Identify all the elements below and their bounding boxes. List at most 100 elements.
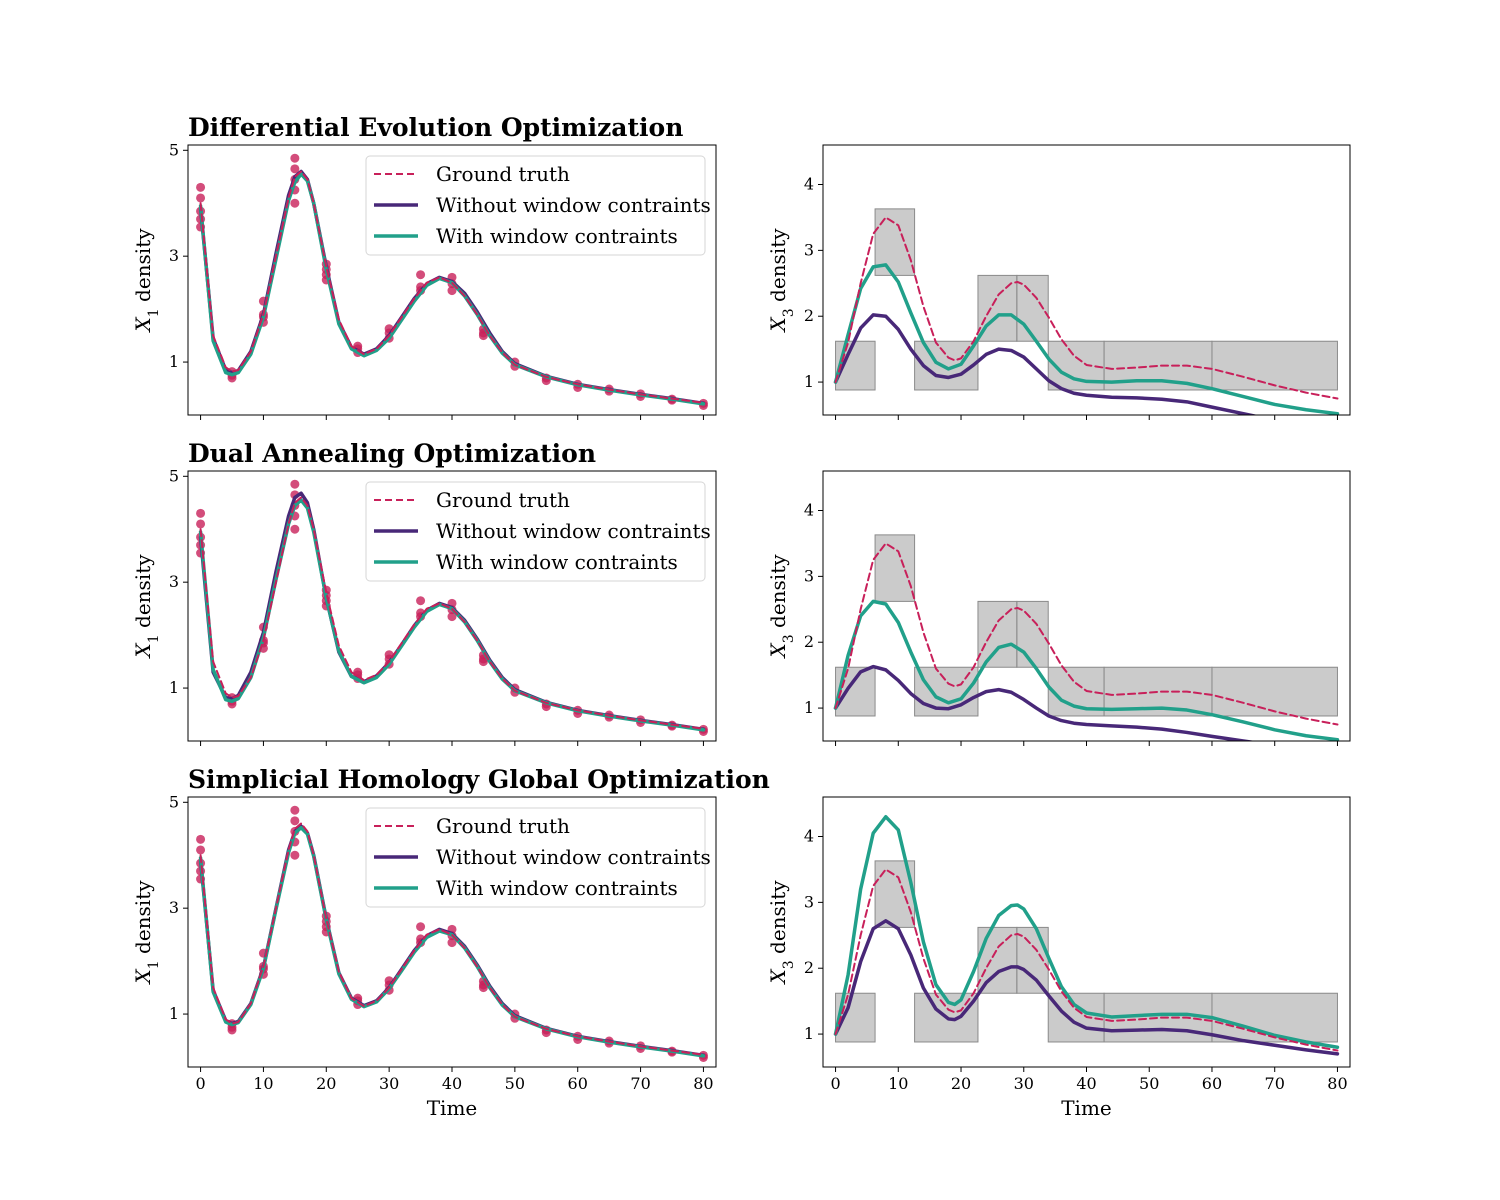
panel-5: 0 10 20 30 40 50 60 70 80 1 3 5 X1 density Time Simpli… <box>131 765 770 1120</box>
panel-title: Differential Evolution Optimization <box>188 113 683 142</box>
legend-entry: Without window contraints <box>436 193 711 217</box>
panel-title: Dual Annealing Optimization <box>188 439 596 468</box>
x-tick-label: 80 <box>693 1074 713 1093</box>
data-point <box>478 331 488 341</box>
data-point <box>290 850 300 860</box>
data-point <box>416 270 426 280</box>
y-axis-label: X3 density <box>766 880 797 986</box>
data-point <box>290 164 300 174</box>
x-tick-label: 40 <box>1076 1074 1096 1093</box>
x-tick-label: 10 <box>253 1074 273 1093</box>
series-line-without-window <box>833 313 1259 415</box>
panel-2: 1 2 3 4 X3 density <box>766 144 1351 420</box>
data-point <box>416 596 426 606</box>
data-point <box>290 524 300 534</box>
x-tick-label: 80 <box>1327 1074 1347 1093</box>
data-point <box>416 922 426 932</box>
window-constraint-rect <box>977 600 1018 668</box>
data-point <box>290 805 300 815</box>
y-tick-label: 4 <box>804 175 814 194</box>
plot-area <box>196 153 708 410</box>
data-point <box>196 182 206 192</box>
panel-3: 1 3 5 X1 density Dual Annealing Optimization… <box>131 439 717 746</box>
legend-box <box>365 481 706 582</box>
panel-title: Simplicial Homology Global Optimization <box>188 765 770 794</box>
x-axis-label: Time <box>1061 1096 1112 1120</box>
y-axis-label: X1 density <box>131 880 162 986</box>
legend-entry: Ground truth <box>436 162 570 186</box>
data-point <box>196 508 206 518</box>
x-tick-label: 40 <box>442 1074 462 1093</box>
legend-entry: With window contraints <box>436 876 678 900</box>
y-tick-label: 1 <box>169 678 179 697</box>
data-point <box>478 983 488 993</box>
data-point <box>447 286 457 296</box>
legend-entry: With window contraints <box>436 224 678 248</box>
y-tick-label: 2 <box>804 958 814 977</box>
y-tick-label: 5 <box>169 792 179 811</box>
x-axis-label: Time <box>427 1096 478 1120</box>
x-tick-label: 0 <box>195 1074 205 1093</box>
window-constraint-rect <box>1211 340 1338 391</box>
window-constraint-rect <box>1047 992 1105 1043</box>
y-axis-label: X3 density <box>766 228 797 334</box>
legend-entry: Without window contraints <box>436 519 711 543</box>
legend-entry: With window contraints <box>436 550 678 574</box>
data-point <box>196 193 206 203</box>
series-line-with-window <box>833 815 1340 1049</box>
y-tick-label: 3 <box>804 892 814 911</box>
y-tick-label: 3 <box>169 898 179 917</box>
plot-area <box>833 208 1340 415</box>
y-axis-label: X3 density <box>766 554 797 660</box>
series-line-with-window <box>833 263 1340 415</box>
y-tick-label: 3 <box>804 240 814 259</box>
y-tick-label: 1 <box>169 1004 179 1023</box>
legend: Ground truth Without window contraints Wit… <box>365 807 711 908</box>
y-tick-label: 3 <box>169 246 179 265</box>
y-tick-label: 5 <box>169 140 179 159</box>
y-tick-label: 1 <box>804 372 814 391</box>
data-point <box>290 479 300 489</box>
x-tick-label: 70 <box>1265 1074 1285 1093</box>
y-axis-label: X1 density <box>131 228 162 334</box>
series-line-ground-truth <box>834 868 1339 1052</box>
x-tick-label: 50 <box>1139 1074 1159 1093</box>
x-tick-label: 20 <box>951 1074 971 1093</box>
legend-entry: Ground truth <box>436 488 570 512</box>
data-point <box>196 519 206 529</box>
y-tick-label: 1 <box>804 698 814 717</box>
y-tick-label: 1 <box>169 352 179 371</box>
series-line-ground-truth <box>199 822 705 1056</box>
y-tick-label: 5 <box>169 466 179 485</box>
window-constraint-rect <box>1211 666 1338 717</box>
data-point <box>196 845 206 855</box>
legend-entry: Without window contraints <box>436 845 711 869</box>
x-tick-label: 60 <box>1202 1074 1222 1093</box>
plot-area <box>833 534 1340 741</box>
x-tick-label: 50 <box>505 1074 525 1093</box>
data-point <box>290 816 300 826</box>
series-line-without-window <box>833 919 1340 1056</box>
y-tick-label: 2 <box>804 306 814 325</box>
legend-box <box>365 155 706 256</box>
plot-area <box>196 479 708 736</box>
y-tick-label: 4 <box>804 827 814 846</box>
series-line-ground-truth <box>199 170 705 404</box>
x-tick-label: 30 <box>379 1074 399 1093</box>
data-point <box>447 612 457 622</box>
y-tick-label: 1 <box>804 1024 814 1043</box>
legend: Ground truth Without window contraints Wit… <box>365 155 711 256</box>
data-point <box>447 938 457 948</box>
series-line-ground-truth <box>834 216 1339 400</box>
data-point <box>290 153 300 163</box>
panel-4: 1 2 3 4 X3 density <box>766 470 1351 746</box>
x-tick-label: 10 <box>888 1074 908 1093</box>
y-tick-label: 3 <box>169 572 179 591</box>
x-tick-label: 70 <box>630 1074 650 1093</box>
legend-entry: Ground truth <box>436 814 570 838</box>
y-tick-label: 2 <box>804 632 814 651</box>
data-point <box>290 198 300 208</box>
data-point <box>196 834 206 844</box>
legend: Ground truth Without window contraints Wit… <box>365 481 711 582</box>
